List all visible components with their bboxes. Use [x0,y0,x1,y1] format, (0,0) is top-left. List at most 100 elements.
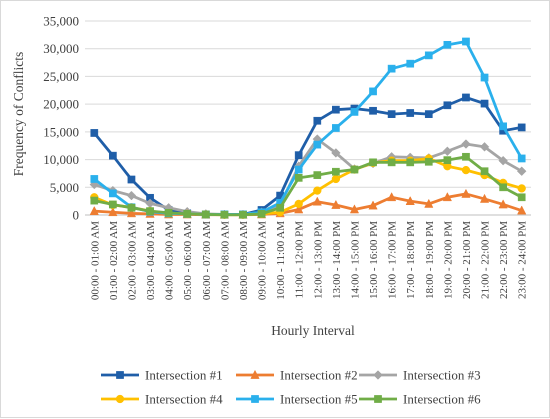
x-tick-label: 19:00 - 20:00 PM [442,221,454,299]
data-point [312,196,322,206]
series-line [93,40,523,216]
data-point [517,123,526,132]
data-point [369,106,377,115]
data-point [294,174,303,182]
legend: Intersection #1 Intersection #2 Intersecti… [101,368,481,407]
x-tick-label: 21:00 - 22:00 PM [480,221,492,299]
data-point [164,208,173,217]
data-point [480,73,489,82]
x-tick-label: 11:00 - 12:00 PM [294,221,306,299]
y-tick-labels: 0 5,000 10,000 15,000 20,000 25,000 30,000 35,0… [43,14,79,223]
data-point [387,64,396,73]
x-tick-label: 15:00 - 16:00 PM [368,221,380,299]
data-point [332,105,340,114]
data-point [331,148,341,158]
y-tick-label: 0 [73,208,80,223]
x-tick-label: 01:00 - 02:00 AM [108,221,120,300]
data-point [442,146,453,157]
data-point [442,192,452,202]
x-tick-label: 14:00 - 15:00 PM [349,221,361,299]
data-point [462,152,470,161]
data-point [90,129,99,137]
data-point [331,174,341,184]
data-point [499,122,507,131]
x-tick-label: 23:00 - 24:00 PM [517,221,529,299]
data-point [517,193,526,202]
data-point [461,188,471,198]
x-tick-label: 08:00 - 09:00 AM [238,221,250,300]
y-tick-label: 35,000 [43,14,79,29]
data-point [405,195,415,205]
data-point [313,140,322,149]
series-group [90,152,526,219]
x-tick-label: 16:00 - 17:00 PM [387,221,399,299]
data-point [373,370,383,380]
series-group [90,154,526,219]
data-point [350,165,359,174]
data-point [424,51,433,60]
legend-label: Intersection #2 [280,368,358,383]
data-point [406,59,415,68]
legend-label: Intersection #4 [145,392,223,407]
data-point [461,165,471,175]
data-point [257,210,266,218]
y-tick-label: 15,000 [43,124,79,139]
data-point [313,186,322,195]
data-point [127,203,136,212]
data-point [313,116,322,125]
data-point [443,101,452,110]
data-point [126,208,137,218]
data-point [108,207,118,217]
data-point [90,175,99,183]
data-point [369,158,377,167]
data-point [479,142,490,152]
data-point [313,171,322,179]
x-tick-label: 09:00 - 10:00 AM [257,221,269,300]
x-tick-label: 12:00 - 13:00 PM [312,221,324,299]
data-point [294,165,303,174]
data-point [332,167,340,176]
data-point [349,204,360,214]
data-point [517,205,527,215]
data-point [332,124,340,132]
x-tick-label: 02:00 - 03:00 AM [126,221,138,300]
data-point [387,110,396,118]
data-point [331,199,341,209]
x-tick-label: 04:00 - 05:00 AM [164,221,176,300]
legend-item: Intersection #1 [101,368,223,383]
x-tick-label: 05:00 - 06:00 AM [182,221,194,300]
data-point [183,210,192,218]
data-point [201,210,210,219]
data-point [406,158,415,167]
x-tick-label: 13:00 - 14:00 PM [331,221,343,299]
data-point [374,395,382,403]
data-point [294,204,304,214]
data-point [109,200,117,209]
x-tick-label: 00:00 - 01:00 AM [89,221,101,300]
data-point [406,109,415,117]
data-point [498,199,508,209]
x-tick-label: 22:00 - 23:00 PM [498,221,510,299]
x-tick-label: 06:00 - 07:00 AM [201,221,213,300]
data-point [109,151,117,160]
legend-item: Intersection #2 [236,368,358,383]
gridlines [85,20,531,216]
data-point [250,369,260,379]
data-point [146,207,154,215]
series-group [90,37,526,219]
data-point [350,108,359,116]
x-axis-title: Hourly Interval [271,323,355,338]
data-point [424,110,433,118]
data-point [239,210,247,219]
x-tick-label: 10:00 - 11:00 AM [275,221,287,300]
legend-label: Intersection #1 [145,368,223,383]
data-point [424,198,434,208]
legend-label: Intersection #6 [403,392,481,407]
legend-item: Intersection #5 [236,392,358,407]
data-point [517,184,526,193]
data-point [294,151,303,159]
legend-label: Intersection #5 [280,392,358,407]
data-point [220,210,229,219]
data-point [443,156,452,164]
